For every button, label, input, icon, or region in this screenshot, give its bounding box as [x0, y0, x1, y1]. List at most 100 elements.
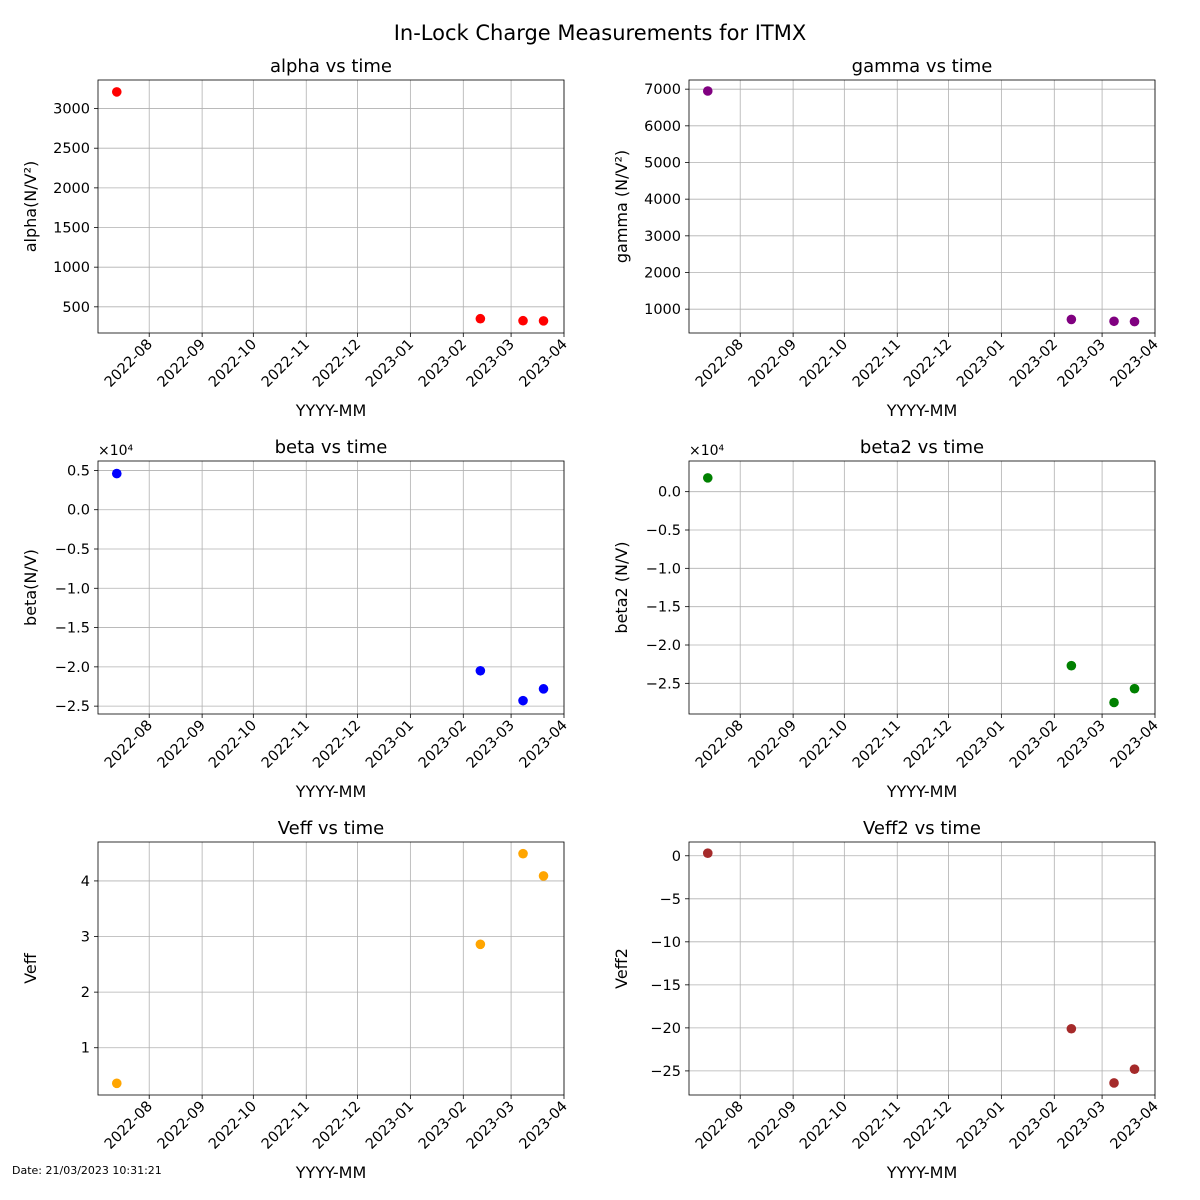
chart-panels: 500100015002000250030002022-082022-09202… — [21, 56, 1162, 1182]
y-tick-label: 2 — [81, 985, 90, 1001]
y-tick-label: −20 — [650, 1021, 681, 1037]
y-tick-label: −1.5 — [55, 621, 90, 637]
plot-frame — [97, 79, 565, 334]
y-tick-label: −2.0 — [646, 638, 681, 654]
x-tick-label: 2022-11 — [259, 337, 313, 391]
y-axis-label: gamma (N/V²) — [612, 150, 631, 263]
x-tick-label: 2022-12 — [310, 337, 364, 391]
y-tick-label: 3000 — [644, 229, 681, 245]
x-tick-label: 2023-01 — [363, 337, 417, 391]
x-tick-label: 2023-03 — [1055, 718, 1109, 772]
x-tick-label: 2022-09 — [746, 718, 800, 772]
x-tick-label: 2022-11 — [850, 1099, 904, 1153]
y-tick-label: 5000 — [644, 156, 681, 172]
y-tick-label: 3000 — [53, 102, 90, 118]
x-axis-label: YYYY-MM — [295, 782, 367, 801]
y-tick-label: −1.0 — [646, 561, 681, 577]
chart-panel: 500100015002000250030002022-082022-09202… — [21, 56, 571, 420]
x-tick-label: 2022-08 — [102, 1099, 156, 1153]
x-tick-label: 2022-09 — [155, 337, 209, 391]
y-tick-label: −2.5 — [646, 676, 681, 692]
x-tick-label: 2023-01 — [954, 1099, 1008, 1153]
plot-frame — [688, 460, 1156, 715]
y-axis-label: Veff2 — [612, 948, 631, 989]
x-tick-label: 2022-12 — [901, 1099, 955, 1153]
data-point — [1109, 316, 1119, 327]
y-tick-label: 4000 — [644, 192, 681, 208]
data-point — [538, 316, 549, 326]
panel-title: beta vs time — [275, 437, 388, 458]
y-tick-label: −10 — [650, 935, 681, 951]
x-tick-label: 2022-10 — [797, 1099, 851, 1153]
y-tick-label: 500 — [62, 300, 90, 316]
x-tick-label: 2023-02 — [1007, 718, 1061, 772]
chart-panel: −2.5 −2.0 −1.5 −1.0 −0.5 0.0 0.5 2022-082022-09… — [21, 437, 571, 801]
y-offset-label: ×10⁴ — [98, 443, 134, 459]
y-tick-label: −5 — [660, 892, 681, 908]
chart-panel: 10002000300040005000600070002022-082022-… — [612, 56, 1162, 420]
x-tick-label: 2022-08 — [102, 718, 156, 772]
x-tick-label: 2022-08 — [102, 337, 156, 391]
y-tick-label: 1000 — [644, 302, 681, 318]
x-tick-label: 2022-11 — [850, 337, 904, 391]
x-tick-label: 2022-11 — [259, 1099, 313, 1153]
x-tick-label: 2022-08 — [693, 718, 747, 772]
y-tick-label: 4 — [81, 874, 90, 890]
y-tick-label: 0 — [672, 849, 681, 865]
data-point — [1129, 683, 1140, 694]
y-tick-label: 1 — [81, 1041, 90, 1057]
x-tick-label: 2022-12 — [901, 718, 955, 772]
y-tick-label: −1.0 — [55, 581, 90, 597]
chart-suptitle: In-Lock Charge Measurements for ITMX — [394, 21, 807, 45]
data-point — [1129, 316, 1140, 327]
plot-frame — [688, 79, 1156, 334]
x-tick-label: 2022-09 — [155, 718, 209, 772]
x-tick-label: 2023-01 — [363, 1099, 417, 1153]
data-point — [518, 695, 528, 706]
panel-title: gamma vs time — [852, 56, 993, 77]
y-tick-label: −25 — [650, 1064, 681, 1080]
x-tick-label: 2022-10 — [797, 337, 851, 391]
x-tick-label: 2023-04 — [1108, 337, 1162, 391]
plot-frame — [97, 460, 565, 715]
y-tick-label: −0.5 — [55, 542, 90, 558]
x-tick-label: 2022-10 — [206, 718, 260, 772]
data-point — [1109, 697, 1119, 708]
y-tick-label: 3 — [81, 930, 90, 946]
data-point — [518, 848, 528, 859]
data-point — [1066, 660, 1077, 671]
x-tick-label: 2022-10 — [206, 337, 260, 391]
y-tick-label: 0.0 — [67, 503, 90, 519]
y-tick-label: −2.5 — [55, 699, 90, 715]
y-tick-label: 0.0 — [658, 485, 681, 501]
x-tick-label: 2023-03 — [464, 718, 518, 772]
chart-panel: −2.5−2.0−1.5−1.0−0.50.02022-082022-09202… — [612, 437, 1162, 801]
x-axis-label: YYYY-MM — [886, 1163, 958, 1182]
x-tick-label: 2022-08 — [693, 1099, 747, 1153]
x-tick-label: 2023-03 — [1055, 1099, 1109, 1153]
data-point — [538, 871, 549, 881]
x-tick-label: 2023-02 — [416, 718, 470, 772]
data-point — [702, 86, 713, 96]
y-tick-label: 1000 — [53, 260, 90, 276]
y-tick-label: 0.5 — [67, 463, 90, 479]
panel-title: beta2 vs time — [860, 437, 984, 458]
y-axis-label: Veff — [21, 952, 40, 984]
y-axis-label: beta(N/V) — [21, 549, 40, 626]
chart-panel: 12342022-082022-092022-102022-112022-122… — [21, 818, 571, 1182]
data-point — [475, 313, 486, 324]
data-point — [538, 684, 549, 694]
x-tick-label: 2022-09 — [746, 1099, 800, 1153]
x-tick-label: 2022-10 — [797, 718, 851, 772]
x-tick-label: 2022-10 — [206, 1099, 260, 1153]
x-tick-label: 2023-03 — [1055, 337, 1109, 391]
y-offset-label: ×10⁴ — [689, 443, 725, 459]
data-point — [1109, 1078, 1119, 1088]
y-tick-label: 6000 — [644, 119, 681, 135]
y-tick-label: 1500 — [53, 221, 90, 237]
data-point — [475, 665, 486, 676]
data-point — [111, 468, 122, 479]
y-axis-label: alpha(N/V²) — [21, 161, 40, 253]
data-point — [1066, 1023, 1077, 1034]
x-tick-label: 2023-04 — [517, 1099, 571, 1153]
